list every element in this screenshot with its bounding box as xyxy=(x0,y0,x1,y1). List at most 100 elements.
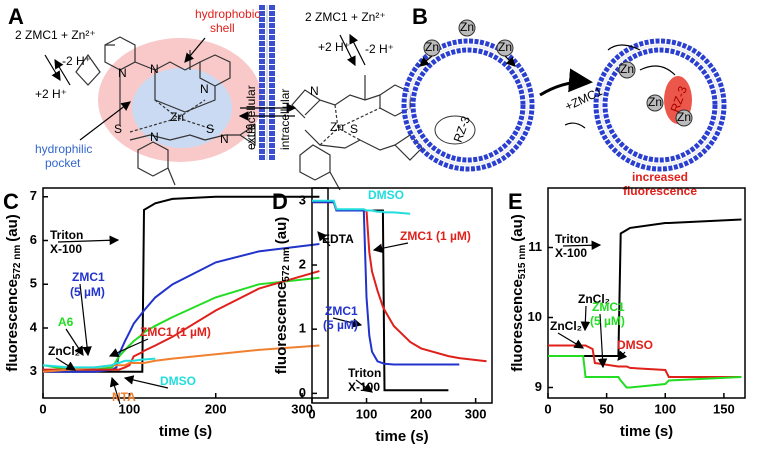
annotation-arrow xyxy=(372,242,409,254)
data-line xyxy=(548,355,742,389)
plot-frame xyxy=(42,187,329,399)
label: Zn xyxy=(170,110,184,124)
label: 100 xyxy=(654,401,676,416)
label: D xyxy=(272,189,288,214)
arrows-b xyxy=(419,44,676,129)
label: fluorescence xyxy=(623,184,697,198)
plot-frame xyxy=(547,187,746,399)
y-axis-label-part: 572 nm xyxy=(12,245,23,280)
y-axis-label-part: (au) xyxy=(4,214,21,242)
label: ZnCl₂ xyxy=(550,319,582,333)
annotation-arrow xyxy=(108,338,149,357)
label: ZnCl₂ xyxy=(578,292,610,306)
y-axis-label-part: fluorescence xyxy=(4,279,21,372)
label: 100 xyxy=(119,401,141,416)
label: Zn xyxy=(677,110,691,124)
label: 6 xyxy=(30,232,37,247)
label: 200 xyxy=(410,406,432,421)
label: X-100 xyxy=(348,380,380,394)
label: time (s) xyxy=(375,428,428,445)
label: DMSO xyxy=(617,338,653,352)
label: ZnCl₂ xyxy=(48,344,80,358)
y-axis-label: fluorescence515 nm (au) xyxy=(509,214,528,372)
label: 100 xyxy=(356,406,378,421)
label: ZMC1 (1 µM) xyxy=(140,325,211,339)
label: 0 xyxy=(308,406,315,421)
label: +2 H⁺ xyxy=(318,40,350,54)
label: 2 ZMC1 + Zn²⁺ xyxy=(305,10,386,24)
y-axis-label-part: (au) xyxy=(509,214,526,242)
label: 50 xyxy=(599,401,613,416)
data-line xyxy=(42,357,156,369)
label: 2 ZMC1 + Zn²⁺ xyxy=(15,28,96,42)
label: -2 H⁺ xyxy=(62,54,91,68)
label: N xyxy=(118,66,127,80)
label: extracellular xyxy=(244,85,258,150)
label: 3 xyxy=(30,363,37,378)
label: pocket xyxy=(45,156,81,170)
label: ZMC1 xyxy=(325,304,358,318)
label: intracellular xyxy=(278,89,292,150)
arrows-a xyxy=(44,33,366,141)
label: hydrophilic xyxy=(35,142,92,156)
y-axis-label-part: fluorescence xyxy=(273,282,290,375)
label: (5 µM) xyxy=(590,314,625,328)
label: (5 µM) xyxy=(70,285,105,299)
data-line xyxy=(43,195,320,373)
annotation-arrow xyxy=(55,357,77,371)
label: ZMC1 xyxy=(592,300,625,314)
annotation-arrow xyxy=(109,376,121,405)
data-line xyxy=(548,218,742,357)
label: DMSO xyxy=(368,188,404,202)
label: B xyxy=(412,4,428,29)
label: S xyxy=(206,122,214,136)
label: 11 xyxy=(528,239,542,254)
annotation-arrow xyxy=(317,231,331,247)
label: hydrophobic xyxy=(195,7,260,21)
molecule-right xyxy=(291,75,423,191)
y-axis-label-part: (au) xyxy=(273,217,290,245)
label: 150 xyxy=(713,401,735,416)
cell-left xyxy=(401,38,535,172)
annotation-arrow xyxy=(123,375,169,389)
label: Zn xyxy=(425,40,439,54)
annotation-arrow xyxy=(580,305,591,332)
y-axis-label: fluorescence572 nm (au) xyxy=(273,217,292,375)
label: N xyxy=(200,82,209,96)
label: 0 xyxy=(299,385,306,400)
label: ZMC1 (1 µM) xyxy=(400,229,471,243)
label: N xyxy=(220,132,229,146)
label: C xyxy=(3,189,19,214)
label: 0 xyxy=(544,401,551,416)
molecule-left xyxy=(75,36,256,186)
y-axis-label-part: fluorescence xyxy=(509,279,526,372)
label: S xyxy=(245,122,253,136)
label: Triton xyxy=(50,228,83,242)
label: A xyxy=(8,4,24,29)
membrane-a xyxy=(259,5,275,160)
annotation-arrow xyxy=(79,283,92,357)
data-line xyxy=(548,344,742,378)
label: 300 xyxy=(465,406,487,421)
label: S xyxy=(350,122,358,136)
y-axis-label-part: 515 nm xyxy=(517,245,528,280)
data-line xyxy=(42,276,320,371)
label: Zn xyxy=(330,120,344,134)
label: EDTA xyxy=(322,232,354,246)
label: -2 H⁺ xyxy=(365,42,394,56)
label: N xyxy=(150,130,159,144)
label: 7 xyxy=(30,188,37,203)
label: Zn xyxy=(498,40,512,54)
label: 200 xyxy=(205,401,227,416)
label: Triton xyxy=(348,366,381,380)
label: X-100 xyxy=(555,246,587,260)
annotation-arrow xyxy=(617,350,628,361)
data-line xyxy=(312,199,411,215)
annotation-arrow xyxy=(597,313,608,369)
annotation-arrow xyxy=(562,240,602,251)
annotation-arrow xyxy=(355,379,373,393)
label: shell xyxy=(210,21,235,35)
label: (5 µM) xyxy=(323,318,358,332)
label: S xyxy=(114,122,122,136)
label: 4 xyxy=(30,319,38,334)
